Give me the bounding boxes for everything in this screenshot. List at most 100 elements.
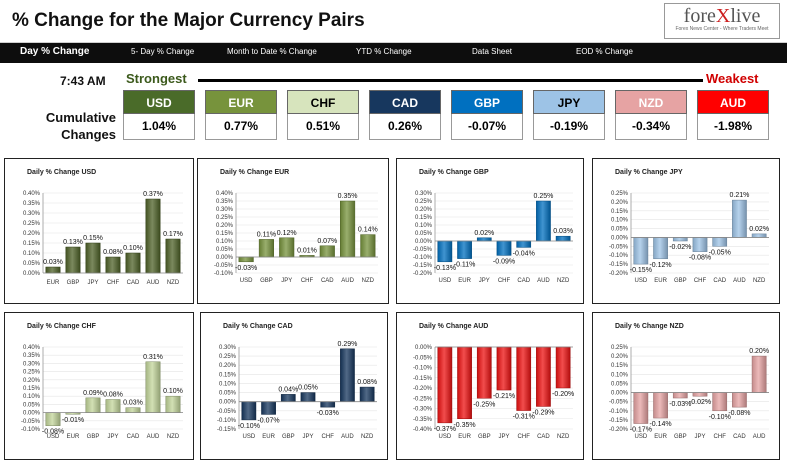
currency-name: JPY	[533, 90, 605, 114]
y-tick-label: 0.00%	[611, 235, 629, 241]
data-label: 0.35%	[338, 193, 358, 200]
chart-title: Daily % Change AUD	[419, 323, 488, 330]
category-label: EUR	[262, 434, 275, 440]
bar-usd	[437, 346, 453, 424]
y-tick-label: -0.05%	[413, 247, 433, 253]
y-tick-label: 0.30%	[219, 345, 237, 351]
y-tick-label: -0.15%	[217, 427, 237, 433]
chart-nzd-svg: Daily % Change NZD-0.20%-0.15%-0.10%-0.0…	[609, 323, 769, 440]
y-tick-label: 0.05%	[415, 231, 433, 237]
data-label: 0.15%	[83, 235, 103, 242]
bar-cad	[516, 240, 532, 248]
chart-aud: Daily % Change AUD -0.40% -0.35% -0.30% -0.2…	[396, 312, 584, 460]
bar-jpy	[692, 392, 708, 397]
category-label: CHF	[107, 280, 120, 286]
bar-aud	[340, 348, 355, 402]
tab-data-sheet[interactable]: Data Sheet	[472, 47, 513, 56]
y-tick-label: -0.05%	[21, 419, 41, 425]
currency-change-value: -0.34%	[615, 114, 687, 140]
data-label: -0.14%	[649, 421, 671, 428]
y-tick-label: -0.10%	[609, 253, 629, 259]
category-label: EUR	[458, 434, 471, 440]
data-label: 0.31%	[143, 354, 163, 361]
y-tick-label: 0.30%	[23, 211, 41, 217]
y-tick-label: -0.05%	[609, 244, 629, 250]
chart-title: Daily % Change USD	[27, 169, 96, 176]
y-tick-label: 0.00%	[23, 271, 41, 277]
category-label: AUD	[341, 278, 354, 284]
y-tick-label: -0.15%	[609, 262, 629, 268]
y-tick-label: 0.00%	[415, 345, 433, 351]
y-tick-label: 0.05%	[216, 247, 234, 253]
forexlive-logo[interactable]: foreXlive Forex News Center - Where Trad…	[664, 3, 780, 39]
y-tick-label: -0.35%	[413, 417, 433, 423]
data-label: 0.07%	[317, 238, 337, 245]
bar-nzd	[555, 235, 571, 242]
y-tick-label: 0.10%	[611, 372, 629, 378]
y-tick-label: -0.20%	[609, 271, 629, 277]
data-label: 0.10%	[123, 245, 143, 252]
data-label: 0.08%	[357, 379, 377, 386]
data-label: -0.12%	[649, 262, 671, 269]
tab-5-day-change[interactable]: 5- Day % Change	[131, 47, 195, 56]
bar-jpy	[279, 237, 295, 258]
bar-usd	[633, 392, 649, 424]
bar-eur	[45, 266, 61, 274]
bar-nzd	[751, 233, 767, 238]
data-label: 0.12%	[277, 230, 297, 237]
y-tick-label: 0.25%	[219, 354, 237, 360]
chart-usd-svg: Daily % Change USD0.00%0.05%0.10%0.15%0.…	[23, 169, 183, 286]
tab-day-change[interactable]: Day % Change	[20, 46, 90, 57]
tab-eod-change[interactable]: EOD % Change	[576, 47, 633, 56]
bar-eur	[457, 346, 472, 419]
category-label: CHF	[322, 434, 335, 440]
y-tick-label: -0.05%	[214, 263, 234, 269]
bar-usd	[45, 412, 61, 426]
bar-gbp	[476, 346, 492, 399]
category-label: NZD	[167, 434, 180, 440]
category-label: USD	[243, 434, 256, 440]
y-tick-label: -0.05%	[609, 400, 629, 406]
data-label: -0.02%	[669, 244, 691, 251]
category-label: CHF	[694, 278, 707, 284]
bar-chf	[496, 240, 512, 256]
data-label: 0.21%	[729, 192, 749, 199]
currency-name: EUR	[205, 90, 277, 114]
currency-change-value: -0.07%	[451, 114, 523, 140]
cumulative-label-line2: Changes	[61, 127, 116, 142]
currency-name: NZD	[615, 90, 687, 114]
bar-chf	[712, 392, 728, 412]
tab-month-to-date-change[interactable]: Month to Date % Change	[227, 47, 317, 56]
bar-jpy	[496, 346, 512, 391]
y-tick-label: 0.10%	[611, 218, 629, 224]
page-title: % Change for the Major Currency Pairs	[12, 10, 365, 31]
category-label: EUR	[654, 278, 667, 284]
bar-cad	[125, 252, 141, 274]
data-label: -0.29%	[532, 409, 554, 416]
bar-jpy	[105, 399, 121, 413]
currency-name: CAD	[369, 90, 441, 114]
bar-usd	[238, 256, 254, 263]
y-tick-label: 0.00%	[611, 391, 629, 397]
bar-chf	[692, 237, 708, 252]
y-tick-label: 0.25%	[415, 199, 433, 205]
data-label: 0.17%	[163, 231, 183, 238]
category-label: CHF	[498, 278, 511, 284]
cumulative-changes-label: Cumulative Changes	[40, 109, 116, 143]
tab-ytd-change[interactable]: YTD % Change	[356, 47, 412, 56]
bar-usd	[437, 240, 453, 263]
y-tick-label: -0.10%	[413, 366, 433, 372]
currency-name: AUD	[697, 90, 769, 114]
y-tick-label: -0.10%	[413, 255, 433, 261]
chart-title: Daily % Change CHF	[27, 323, 97, 330]
bar-cad	[125, 407, 141, 413]
strongest-label: Strongest	[126, 71, 187, 86]
bar-aud	[340, 200, 356, 258]
y-tick-label: -0.05%	[413, 355, 433, 361]
category-label: NZD	[753, 278, 766, 284]
data-label: -0.21%	[493, 393, 515, 400]
y-tick-label: -0.15%	[413, 263, 433, 269]
y-tick-label: 0.25%	[611, 191, 629, 197]
bar-gbp	[85, 397, 101, 413]
logo-tagline: Forex News Center - Where Traders Meet	[675, 26, 769, 32]
